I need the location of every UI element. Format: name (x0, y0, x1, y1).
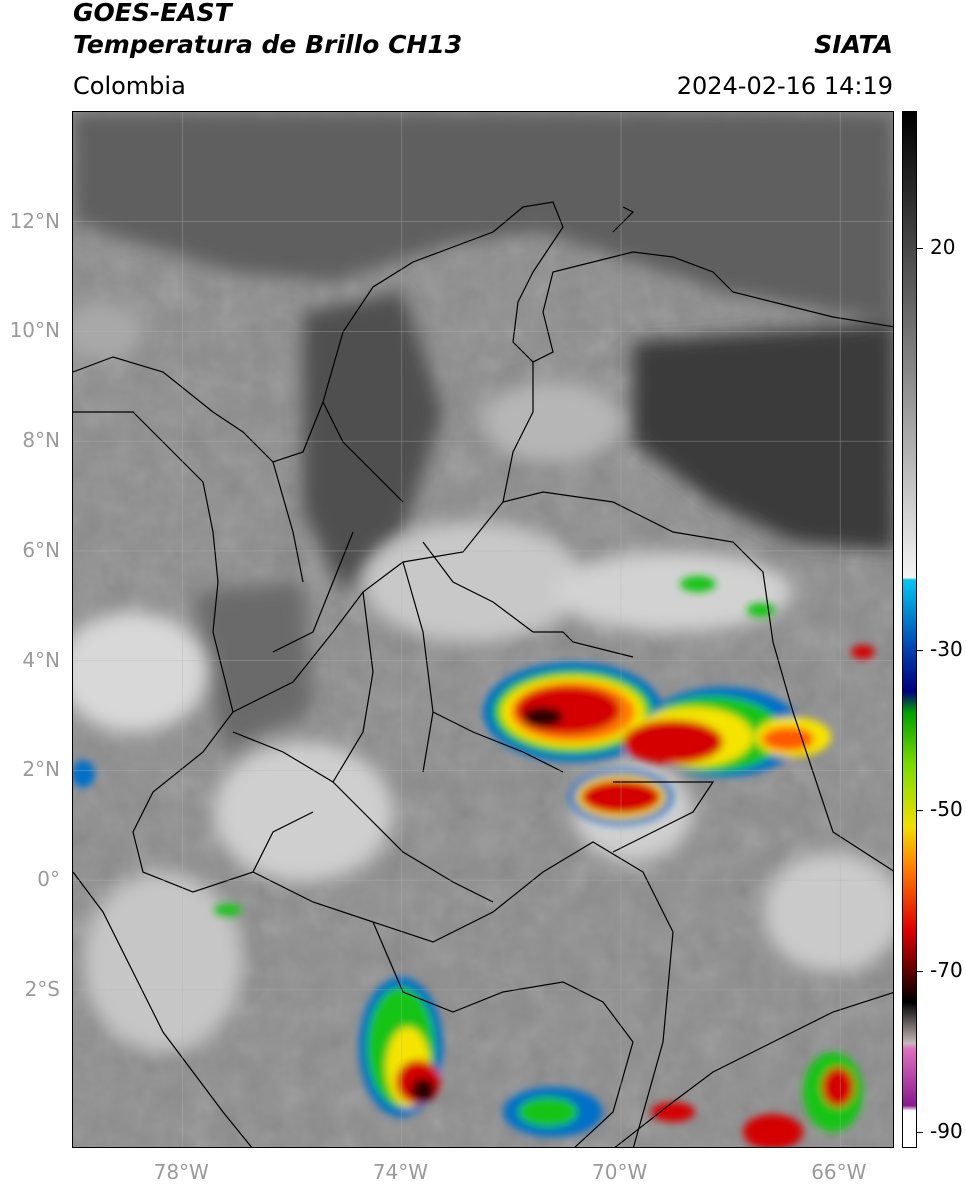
lat-tick-label: 10°N (9, 318, 60, 343)
lat-tick-label: 8°N (22, 428, 60, 453)
convective-cells (73, 576, 875, 1147)
lon-tick-label: 70°W (592, 1160, 648, 1184)
lat-tick-label: 0° (37, 867, 60, 892)
colorbar-tick-mark (917, 649, 923, 651)
satellite-title: GOES-EAST (73, 0, 232, 27)
datetime-label: 2024-02-16 14:19 (676, 72, 893, 100)
colorbar (902, 111, 917, 1148)
lat-tick-label: 2°N (22, 757, 60, 782)
colorbar-tick-label: -70 (930, 958, 963, 983)
lon-tick-label: 66°W (811, 1160, 867, 1184)
colorbar-tick-label: -30 (930, 636, 963, 661)
lat-tick-label: 2°S (24, 976, 60, 1001)
lat-tick-label: 12°N (9, 208, 60, 233)
colorbar-tick-label: 20 (930, 234, 956, 259)
lat-tick-label: 6°N (22, 537, 60, 562)
lon-tick-label: 78°W (153, 1160, 209, 1184)
lon-tick-label: 74°W (372, 1160, 429, 1184)
colorbar-tick-label: -50 (930, 797, 963, 822)
colorbar-gradient (903, 112, 916, 1147)
coastlines-and-borders (73, 201, 893, 1147)
product-title: Temperatura de Brillo CH13 (73, 30, 463, 59)
lat-tick-label: 4°N (22, 647, 60, 672)
colorbar-tick-mark (917, 810, 923, 812)
colorbar-tick-mark (917, 1131, 923, 1133)
gridlines (73, 112, 893, 1147)
colorbar-tick-mark (917, 971, 923, 973)
colorbar-tick-mark (917, 247, 923, 249)
region-label: Colombia (73, 72, 186, 100)
agency-label: SIATA (814, 30, 893, 59)
map-canvas (73, 112, 893, 1147)
brightness-temperature-map (72, 111, 894, 1148)
colorbar-tick-label: -90 (930, 1118, 963, 1143)
warm-surfaces (73, 112, 893, 752)
